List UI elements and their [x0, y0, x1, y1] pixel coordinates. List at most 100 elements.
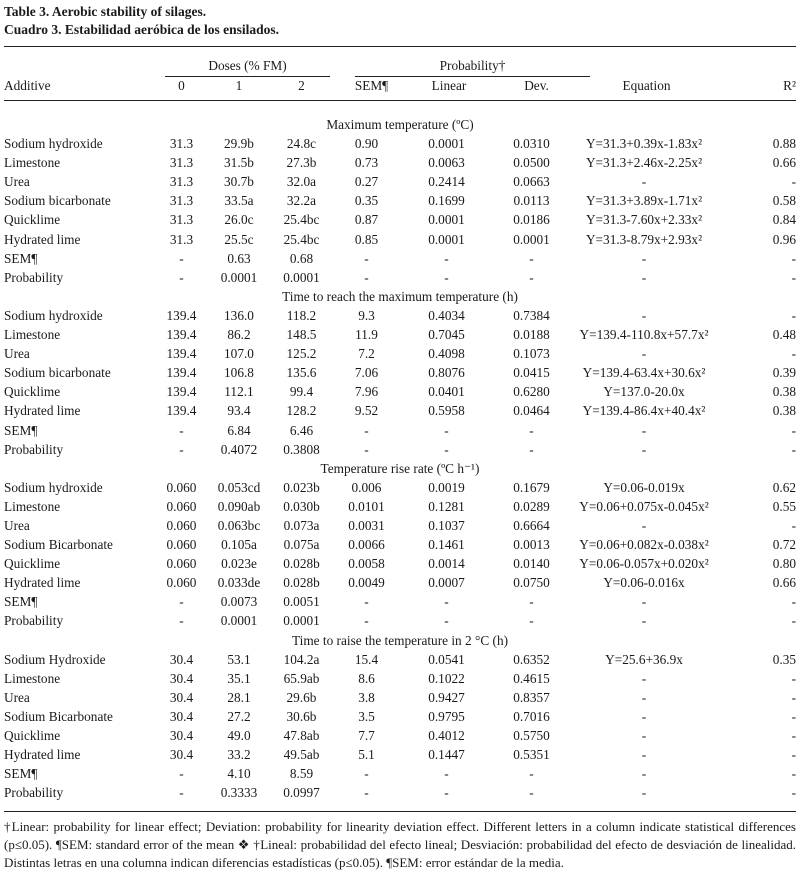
cell-dose-1: 0.4072: [220, 441, 258, 457]
cell-dose-0: 31.3: [169, 136, 194, 152]
cell-r2: 0.39: [772, 365, 797, 381]
cell-dose-2: 0.0051: [283, 594, 320, 610]
cell-dose-2: 30.6b: [286, 708, 317, 724]
table-body: Maximum temperature (ºC) Sodium hydroxide…: [4, 115, 796, 802]
cell-equation: -: [641, 346, 647, 362]
cell-additive: Hydrated lime: [4, 575, 81, 591]
cell-r2: -: [791, 422, 797, 438]
cell-r2: 0.48: [772, 327, 797, 343]
cell-dose-2: 49.5ab: [283, 747, 320, 763]
cell-additive: Sodium Bicarbonate: [4, 708, 113, 724]
cell-equation: Y=31.3+2.46x-2.25x²: [585, 155, 703, 171]
cell-dev: 0.6280: [513, 384, 550, 400]
section-title: Time to raise the temperature in 2 °C (h…: [291, 632, 509, 648]
cell-sem: 0.0101: [348, 498, 385, 514]
cell-dose-1: 31.5b: [224, 155, 254, 171]
cell-r2: -: [791, 346, 797, 362]
cell-dose-2: 0.023b: [283, 479, 320, 495]
cell-r2: -: [791, 269, 797, 285]
cell-linear: 0.9795: [428, 708, 465, 724]
cell-dose-1: 29.9b: [224, 136, 254, 152]
cell-dev: 0.0415: [513, 365, 550, 381]
cell-additive: Sodium hydroxide: [4, 307, 103, 323]
table-row: Probability - 0.0001 0.0001 - - - - -: [4, 611, 796, 630]
cell-dev: 0.7384: [513, 307, 550, 323]
cell-r2: 0.55: [772, 498, 797, 514]
cell-dev: -: [529, 269, 534, 285]
cell-dose-2: 104.2a: [283, 651, 320, 667]
header-rule: [4, 100, 796, 101]
cell-dev: 0.5351: [513, 747, 550, 763]
cell-r2: 0.38: [772, 384, 797, 400]
cell-dose-2: 0.073a: [283, 517, 320, 533]
table-row: SEM¶ - 6.84 6.46 - - - - -: [4, 421, 796, 440]
cell-dose-1: 106.8: [224, 365, 254, 381]
cell-r2: 0.84: [772, 212, 797, 228]
cell-linear: 0.1037: [428, 517, 465, 533]
cell-r2: -: [791, 613, 797, 629]
top-rule: [4, 46, 796, 47]
cell-linear: -: [444, 785, 449, 801]
table-row: SEM¶ - 4.10 8.59 - - - - -: [4, 764, 796, 783]
cell-dose-1: 0.0001: [220, 613, 258, 629]
header-dose-1: 1: [235, 78, 243, 93]
cell-additive: SEM¶: [4, 422, 38, 438]
cell-dev: -: [529, 422, 534, 438]
cell-dose-0: 139.4: [166, 403, 197, 419]
table-row: Sodium hydroxide 31.3 29.9b 24.8c 0.90 0.0001…: [4, 134, 796, 153]
cell-dose-0: 30.4: [169, 747, 194, 763]
cell-dose-1: 112.1: [224, 384, 254, 400]
cell-sem: 0.0066: [348, 537, 385, 553]
cell-dose-1: 26.0c: [224, 212, 254, 228]
cell-additive: Quicklime: [4, 556, 61, 572]
cell-dose-2: 29.6b: [286, 689, 317, 705]
cell-linear: -: [444, 250, 449, 266]
cell-dose-2: 118.2: [286, 307, 317, 323]
cell-equation: -: [641, 785, 647, 801]
doses-underline: [165, 76, 330, 77]
cell-additive: Urea: [4, 174, 30, 190]
data-table: Maximum temperature (ºC) Sodium hydroxide…: [4, 115, 796, 802]
cell-equation: -: [641, 307, 647, 323]
table-row: Probability - 0.4072 0.3808 - - - - -: [4, 440, 796, 459]
cell-equation: -: [641, 766, 647, 782]
cell-dose-1: 107.0: [224, 346, 254, 362]
cell-dose-0: 0.060: [166, 517, 197, 533]
header-additive: Additive: [4, 78, 51, 93]
table-row: Urea 139.4 107.0 125.2 7.2 0.4098 0.1073 - -: [4, 344, 796, 363]
cell-dose-0: 31.3: [169, 231, 194, 247]
cell-linear: -: [444, 594, 449, 610]
cell-r2: 0.66: [772, 155, 797, 171]
cell-sem: -: [364, 441, 369, 457]
cell-equation: Y=0.06-0.019x: [603, 479, 685, 495]
cell-additive: Urea: [4, 346, 30, 362]
cell-dev: 0.6352: [513, 651, 550, 667]
cell-dose-0: 31.3: [169, 193, 194, 209]
table-row: Limestone 139.4 86.2 148.5 11.9 0.7045 0.0188 Y…: [4, 325, 796, 344]
cell-dose-1: 0.023e: [221, 556, 257, 572]
cell-linear: 0.1281: [428, 498, 465, 514]
table-row: Sodium Bicarbonate 0.060 0.105a 0.075a 0.006…: [4, 535, 796, 554]
section-title: Maximum temperature (ºC): [326, 117, 474, 132]
table-row: Hydrated lime 0.060 0.033de 0.028b 0.0049 0.0…: [4, 573, 796, 592]
cell-additive: Sodium hydroxide: [4, 479, 103, 495]
cell-dose-0: 0.060: [166, 479, 197, 495]
cell-linear: 0.4098: [428, 346, 465, 362]
cell-linear: 0.0014: [428, 556, 465, 572]
cell-dose-2: 0.68: [289, 250, 314, 266]
cell-equation: Y=31.3+0.39x-1.83x²: [585, 136, 703, 152]
cell-dose-1: 27.2: [227, 708, 251, 724]
cell-equation: -: [641, 728, 647, 743]
cell-dose-1: 4.10: [227, 766, 251, 782]
cell-linear: 0.0007: [428, 575, 465, 591]
cell-dose-1: 25.5c: [224, 231, 254, 247]
cell-dose-1: 0.053cd: [217, 479, 261, 495]
cell-r2: -: [791, 174, 797, 190]
probability-underline: [355, 76, 590, 77]
cell-linear: 0.9427: [428, 689, 465, 705]
cell-linear: 0.1699: [428, 193, 465, 209]
cell-linear: 0.8076: [428, 365, 465, 381]
cell-dose-0: -: [179, 785, 184, 801]
cell-dose-1: 0.63: [227, 250, 251, 266]
cell-dose-1: 93.4: [227, 403, 251, 419]
